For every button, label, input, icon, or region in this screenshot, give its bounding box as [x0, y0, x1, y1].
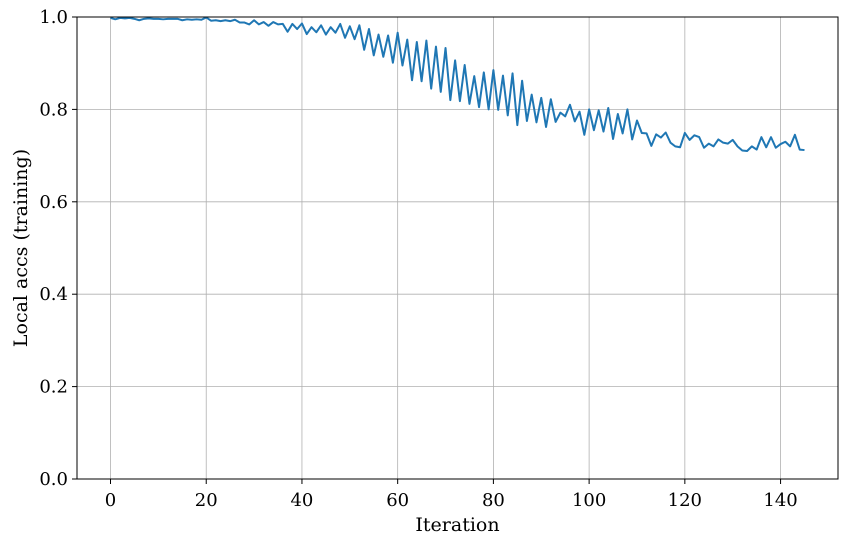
- x-tick-label: 20: [195, 490, 218, 511]
- plot-frame: [76, 16, 839, 480]
- series-layer: [110, 16, 805, 152]
- x-tick-label: 80: [482, 490, 505, 511]
- x-tick-label: 60: [386, 490, 409, 511]
- y-tick-label: 0.2: [39, 377, 68, 398]
- y-tick-label: 0.6: [39, 192, 68, 213]
- y-tick-label: 0.4: [39, 284, 68, 305]
- x-tick-label: 140: [763, 490, 797, 511]
- x-axis-label: Iteration: [415, 514, 499, 536]
- y-tick-label: 1.0: [39, 7, 68, 28]
- y-tick-label: 0.0: [39, 469, 68, 490]
- x-tick-label: 40: [290, 490, 313, 511]
- x-tick-label: 0: [105, 490, 116, 511]
- x-tick-label: 120: [668, 490, 702, 511]
- ticks: 0 20 40 60 80 100 120 140 0.0 0.2 0.4 0.6 0.8 1.0: [39, 7, 797, 511]
- y-axis-label: Local accs (training): [10, 149, 32, 347]
- series-line-0: [110, 16, 805, 152]
- y-tick-label: 0.8: [39, 99, 68, 120]
- x-tick-label: 100: [572, 490, 606, 511]
